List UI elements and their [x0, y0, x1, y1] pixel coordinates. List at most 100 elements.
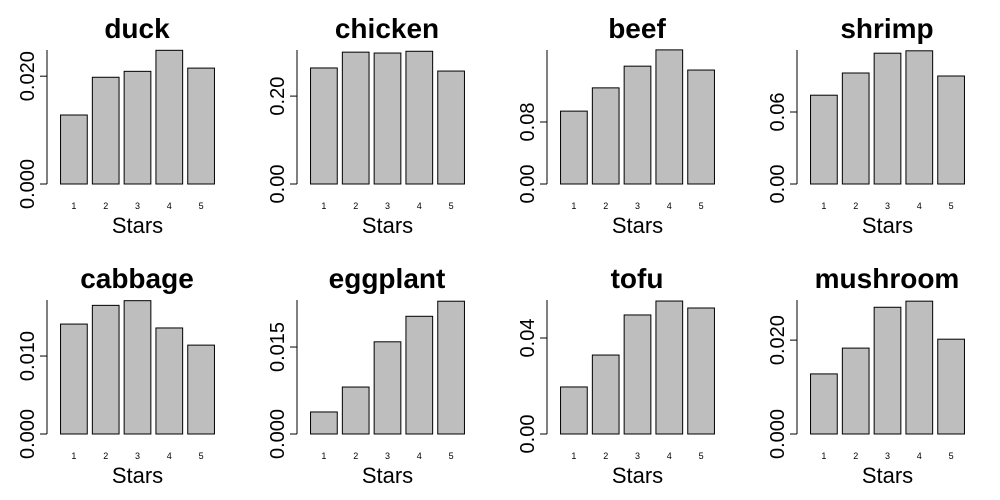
x-axis-label: Stars — [362, 463, 413, 488]
x-axis-label: Stars — [112, 463, 163, 488]
bar — [655, 49, 684, 185]
x-tick-label: 3 — [635, 201, 640, 211]
x-tick-label: 5 — [699, 201, 704, 211]
chart-title: mushroom — [815, 263, 960, 294]
x-tick-label: 2 — [603, 451, 608, 461]
x-tick-label: 4 — [167, 451, 172, 461]
panel: beef 0.00 0.08 1 2 3 4 5 Stars — [517, 13, 715, 238]
x-tick-label: 4 — [417, 201, 422, 211]
bar — [873, 52, 902, 185]
bar — [373, 52, 402, 185]
bar — [591, 87, 620, 185]
bar — [687, 307, 715, 435]
bar — [437, 70, 465, 185]
bar — [155, 327, 184, 435]
y-tick-label: 0.00 — [267, 165, 289, 204]
bar — [187, 344, 215, 435]
x-tick-label: 1 — [821, 201, 826, 211]
x-tick-label: 1 — [571, 201, 576, 211]
y-tick-label: 0.015 — [267, 322, 289, 372]
bar — [123, 70, 152, 185]
y-tick-label: 0.08 — [517, 103, 539, 142]
chart-title: chicken — [335, 13, 439, 44]
chart-title: eggplant — [329, 263, 446, 294]
bar — [623, 65, 652, 185]
x-tick-label: 4 — [917, 201, 922, 211]
bar — [873, 306, 902, 435]
bar — [373, 341, 402, 435]
bar — [341, 386, 370, 435]
chart-title: cabbage — [80, 263, 194, 294]
y-tick-label: 0.04 — [517, 319, 539, 358]
bar — [841, 347, 870, 435]
x-tick-label: 4 — [667, 451, 672, 461]
x-tick-label: 4 — [417, 451, 422, 461]
x-tick-label: 5 — [949, 451, 954, 461]
x-tick-label: 2 — [853, 451, 858, 461]
panel: mushroom 0.000 0.020 1 2 3 4 5 Stars — [767, 263, 965, 488]
bar — [905, 50, 934, 185]
y-tick-label: 0.000 — [267, 409, 289, 459]
panel: duck 0.000 0.020 1 2 3 4 5 Stars — [17, 13, 215, 238]
x-tick-label: 3 — [385, 201, 390, 211]
bar — [810, 373, 838, 435]
x-tick-label: 5 — [449, 201, 454, 211]
x-tick-label: 4 — [917, 451, 922, 461]
chart-title: tofu — [611, 263, 664, 294]
y-tick-label: 0.00 — [517, 415, 539, 454]
x-tick-label: 3 — [635, 451, 640, 461]
bar — [155, 49, 184, 185]
bar — [310, 67, 338, 185]
bar — [123, 300, 152, 435]
bar — [187, 67, 215, 185]
x-tick-label: 2 — [853, 201, 858, 211]
x-tick-label: 1 — [321, 451, 326, 461]
bar — [91, 76, 120, 185]
bar — [841, 72, 870, 185]
x-tick-label: 2 — [103, 201, 108, 211]
x-tick-label: 1 — [821, 451, 826, 461]
y-tick-label: 0.020 — [17, 51, 39, 101]
bar — [905, 300, 934, 435]
y-tick-label: 0.00 — [517, 165, 539, 204]
bar — [310, 411, 338, 435]
chart-title: duck — [104, 13, 170, 44]
y-tick-label: 0.020 — [767, 315, 789, 365]
x-tick-label: 1 — [571, 451, 576, 461]
bar — [687, 69, 715, 185]
x-axis-label: Stars — [862, 213, 913, 238]
bar — [437, 300, 465, 435]
x-tick-label: 1 — [71, 201, 76, 211]
x-tick-label: 5 — [199, 201, 204, 211]
x-tick-label: 3 — [885, 201, 890, 211]
x-tick-label: 2 — [353, 451, 358, 461]
x-tick-label: 1 — [71, 451, 76, 461]
y-tick-label: 0.010 — [17, 331, 39, 381]
x-tick-label: 5 — [949, 201, 954, 211]
x-tick-label: 3 — [885, 451, 890, 461]
x-tick-label: 5 — [449, 451, 454, 461]
y-tick-label: 0.000 — [767, 409, 789, 459]
x-axis-label: Stars — [862, 463, 913, 488]
y-tick-label: 0.20 — [267, 77, 289, 116]
panel: tofu 0.00 0.04 1 2 3 4 5 Stars — [517, 263, 715, 488]
bar — [623, 314, 652, 435]
y-tick-label: 0.00 — [767, 165, 789, 204]
x-tick-label: 2 — [353, 201, 358, 211]
bar — [91, 304, 120, 435]
panel: eggplant 0.000 0.015 1 2 3 4 5 Stars — [267, 263, 465, 488]
x-axis-label: Stars — [112, 213, 163, 238]
y-tick-label: 0.06 — [767, 93, 789, 132]
x-tick-label: 5 — [199, 451, 204, 461]
x-tick-label: 1 — [321, 201, 326, 211]
x-tick-label: 3 — [135, 201, 140, 211]
bar — [937, 75, 965, 185]
bar — [405, 50, 434, 185]
y-tick-label: 0.000 — [17, 159, 39, 209]
x-tick-label: 4 — [667, 201, 672, 211]
bar — [810, 94, 838, 185]
panel: cabbage 0.000 0.010 1 2 3 4 5 Stars — [17, 263, 215, 488]
x-tick-label: 5 — [699, 451, 704, 461]
